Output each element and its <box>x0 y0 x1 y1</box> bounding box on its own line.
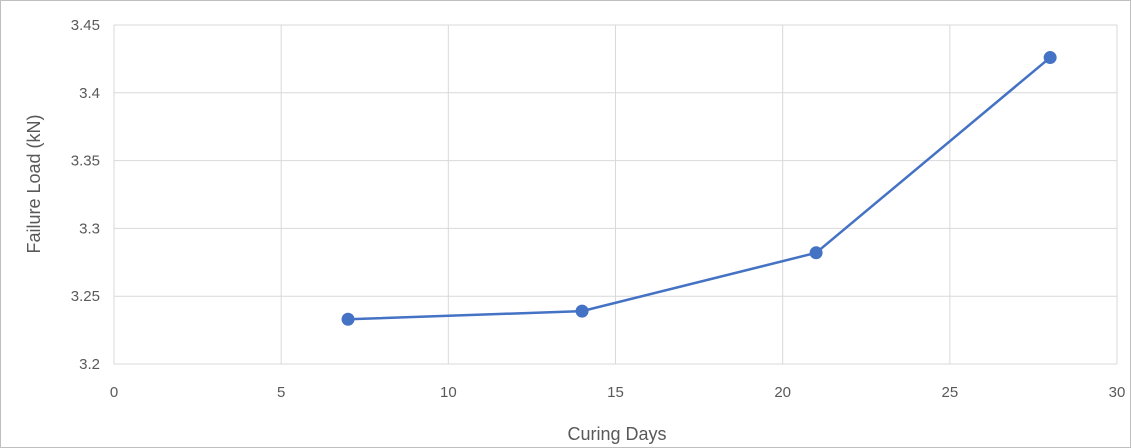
data-point <box>341 312 355 326</box>
grid <box>113 24 1118 365</box>
y-tick-label: 3.25 <box>71 288 100 305</box>
x-tick-label: 5 <box>277 384 285 401</box>
x-tick-label: 25 <box>941 384 958 401</box>
x-tick-label: 30 <box>1109 384 1126 401</box>
x-tick-label: 0 <box>110 384 118 401</box>
x-tick-label: 20 <box>774 384 791 401</box>
x-axis-title: Curing Days <box>567 424 666 444</box>
y-tick-label: 3.35 <box>71 153 100 170</box>
y-tick-label: 3.45 <box>71 17 100 34</box>
y-tick-label: 3.3 <box>79 220 100 237</box>
series <box>341 51 1057 326</box>
y-axis-ticks: 3.2 3.25 3.3 3.35 3.4 3.45 <box>71 17 100 373</box>
x-tick-label: 15 <box>607 384 624 401</box>
y-axis-title: Failure Load (kN) <box>24 114 44 253</box>
y-tick-label: 3.2 <box>79 356 100 373</box>
series-line <box>347 56 1051 321</box>
data-point <box>1043 51 1057 65</box>
y-tick-label: 3.4 <box>79 85 100 102</box>
x-axis-ticks: 0 5 10 15 20 25 30 <box>110 384 1126 401</box>
data-point <box>809 246 823 260</box>
x-tick-label: 10 <box>440 384 457 401</box>
data-point <box>575 304 589 318</box>
